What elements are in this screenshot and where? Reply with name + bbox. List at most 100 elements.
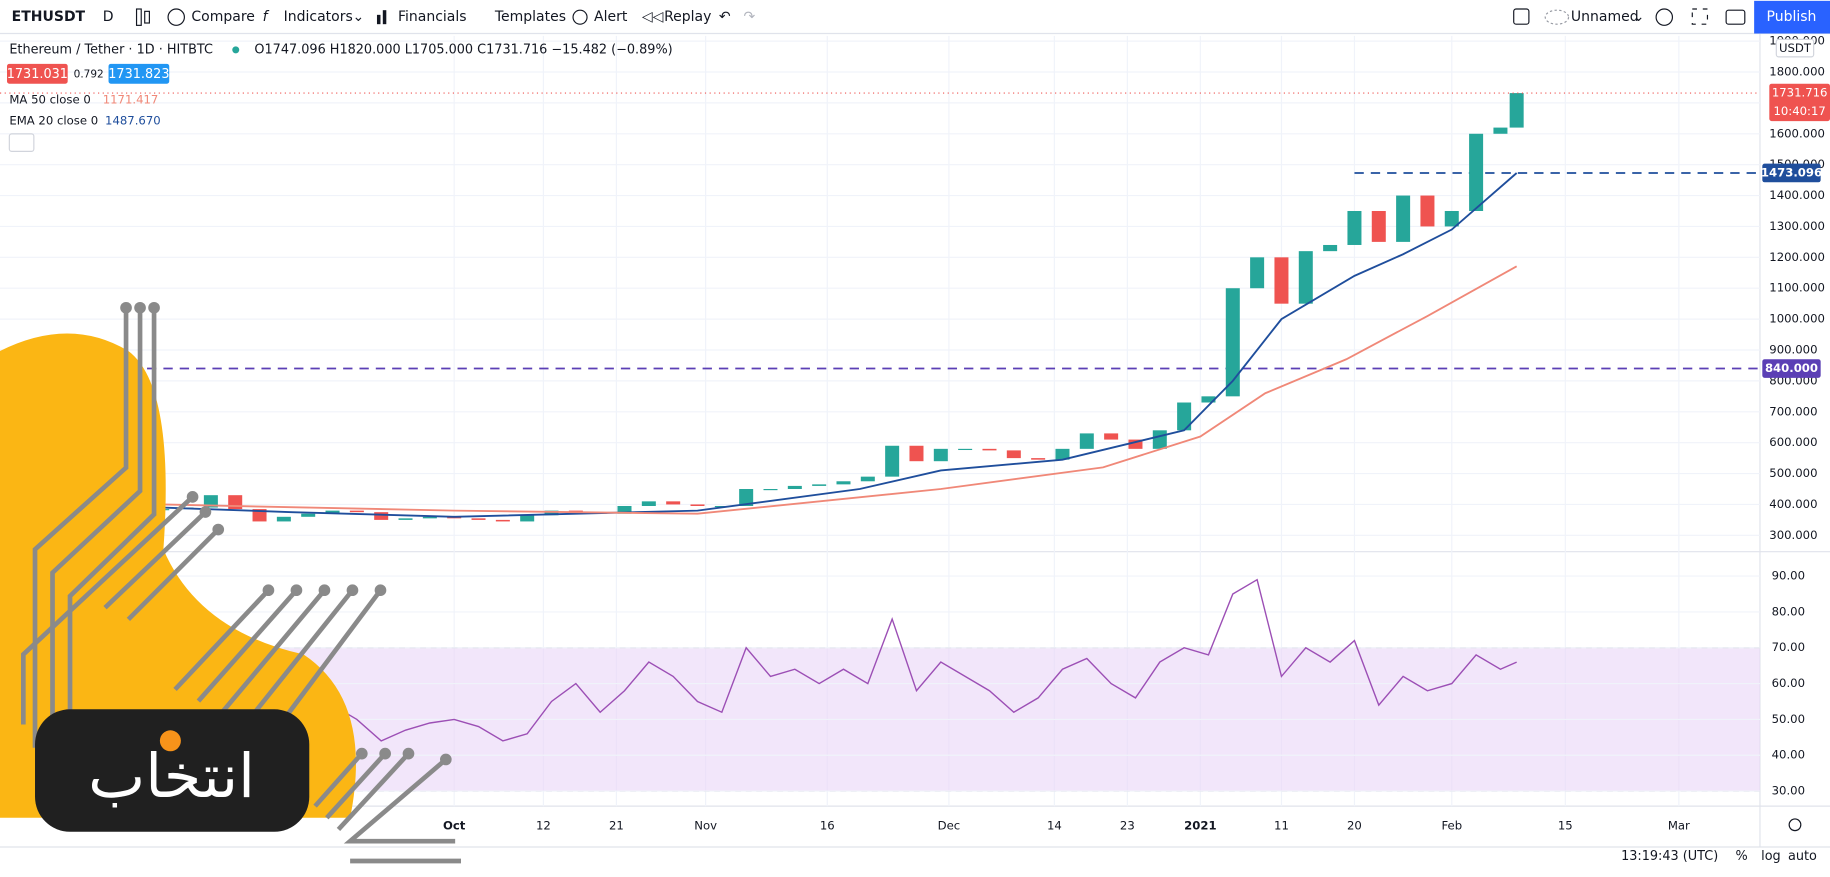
y-tick-label: 1600.000 (1769, 126, 1825, 140)
toolbar: ETHUSDT D Compare f Indicators ⌄ Financi… (0, 0, 1830, 35)
ma-value: 1171.417 (103, 93, 159, 107)
buy-price[interactable]: 1731.823 (108, 67, 169, 82)
currency: USDT (1779, 41, 1812, 55)
templates-button[interactable]: Templates (494, 9, 566, 25)
x-tick-label: Dec (938, 818, 961, 832)
x-tick-label: 2021 (1184, 818, 1216, 832)
buy-bg[interactable] (108, 63, 170, 84)
y-tick-label: 600.000 (1769, 435, 1817, 449)
candle (1509, 93, 1524, 128)
candle (471, 518, 486, 520)
interval[interactable]: D (103, 9, 114, 25)
candle (812, 484, 827, 486)
rsi-line (161, 578, 1517, 742)
undo[interactable]: ↶ (719, 9, 731, 25)
sell-bg[interactable] (7, 63, 68, 84)
redo[interactable]: ↷ (743, 9, 755, 25)
candle (1055, 448, 1070, 460)
collapse-legend[interactable] (8, 133, 35, 152)
x-tick-label: Oct (443, 818, 466, 832)
logo-box (35, 709, 310, 832)
candle (666, 501, 681, 505)
candle (885, 445, 900, 477)
candle (1371, 210, 1386, 242)
layout-dropdown[interactable]: ⌄ (1633, 9, 1645, 25)
ema-value: 1487.670 (105, 114, 161, 128)
chart-type-icon (144, 10, 150, 24)
replay-icon: ◁◁ (642, 9, 664, 25)
indicators-icon: f (263, 9, 270, 25)
market-status (232, 46, 240, 54)
candle (1396, 195, 1411, 242)
x-tick-label: 15 (1558, 818, 1573, 832)
candle (252, 509, 267, 522)
ema-label: EMA 20 close 0 (9, 114, 98, 128)
publish-bg[interactable] (1754, 0, 1830, 34)
snapshot[interactable] (1725, 9, 1746, 25)
horizontal-line-tag (1762, 359, 1821, 378)
y-tick-label: 700.000 (1769, 404, 1817, 418)
x-tick-label: 21 (609, 818, 624, 832)
axis-settings[interactable] (1788, 818, 1802, 832)
layout-name[interactable]: Unnamed (1571, 9, 1639, 25)
candle (1347, 210, 1362, 245)
candle (909, 445, 924, 462)
candle (787, 485, 802, 490)
candle (276, 516, 291, 522)
auto-toggle[interactable]: auto (1788, 849, 1817, 864)
currency-box[interactable] (1775, 38, 1815, 58)
clock: 13:19:43 (UTC) (1621, 849, 1718, 864)
x-tick-label: 23 (1120, 818, 1135, 832)
y-tick-label: 1400.000 (1769, 188, 1825, 202)
candle (1152, 430, 1167, 449)
symbol[interactable]: ETHUSDT (12, 9, 86, 25)
compare-button[interactable]: Compare (191, 9, 255, 25)
x-tick-label: 12 (536, 818, 551, 832)
candle (544, 510, 559, 516)
logo-text: انتخاب (88, 742, 255, 812)
cloud-icon (1544, 9, 1570, 25)
candle (349, 510, 364, 513)
y-tick-label: 90.00 (1772, 569, 1805, 583)
log-toggle[interactable]: log (1761, 849, 1781, 864)
alert-button[interactable]: Alert (594, 9, 628, 25)
indicators-dropdown[interactable]: ⌄ (352, 9, 364, 25)
settings[interactable] (1655, 8, 1674, 26)
x-tick-label: 14 (1047, 818, 1062, 832)
candle (422, 516, 437, 519)
publish-button[interactable]: Publish (1767, 9, 1817, 25)
candle (982, 448, 997, 451)
indicators-button[interactable]: Indicators (284, 9, 353, 25)
chart-type-icon[interactable] (135, 8, 142, 26)
x-tick-label: Mar (1668, 818, 1690, 832)
y-tick-label: 1000.000 (1769, 312, 1825, 326)
candle (1128, 439, 1143, 449)
candle (1079, 433, 1094, 449)
indicator-line (162, 265, 1518, 515)
y-tick-label: 500.000 (1769, 466, 1817, 480)
y-tick-label: 40.00 (1772, 748, 1805, 762)
x-tick-label: 20 (1347, 818, 1362, 832)
candle (1444, 210, 1459, 227)
compare-icon (167, 8, 185, 26)
candle (836, 481, 851, 485)
sell-price[interactable]: 1731.031 (7, 67, 68, 82)
layout-checkbox[interactable] (1513, 8, 1530, 25)
percent-toggle[interactable]: % (1735, 849, 1747, 864)
candle (1420, 195, 1435, 227)
y-tick-label: 1800.000 (1769, 64, 1825, 78)
candle (739, 489, 754, 506)
candle (641, 501, 656, 506)
fullscreen[interactable] (1691, 8, 1709, 25)
horizontal-line-label: 1473.096 (1761, 165, 1822, 179)
x-tick-label: Feb (1441, 818, 1462, 832)
financials-button[interactable]: Financials (398, 9, 467, 25)
logo-circuit (21, 307, 462, 864)
candle (933, 448, 948, 462)
candle (398, 518, 413, 520)
financials-icon (382, 10, 387, 25)
ohlc: O1747.096 H1820.000 L1705.000 C1731.716 … (254, 42, 672, 57)
candle (1274, 257, 1289, 304)
replay-button[interactable]: Replay (664, 9, 711, 25)
